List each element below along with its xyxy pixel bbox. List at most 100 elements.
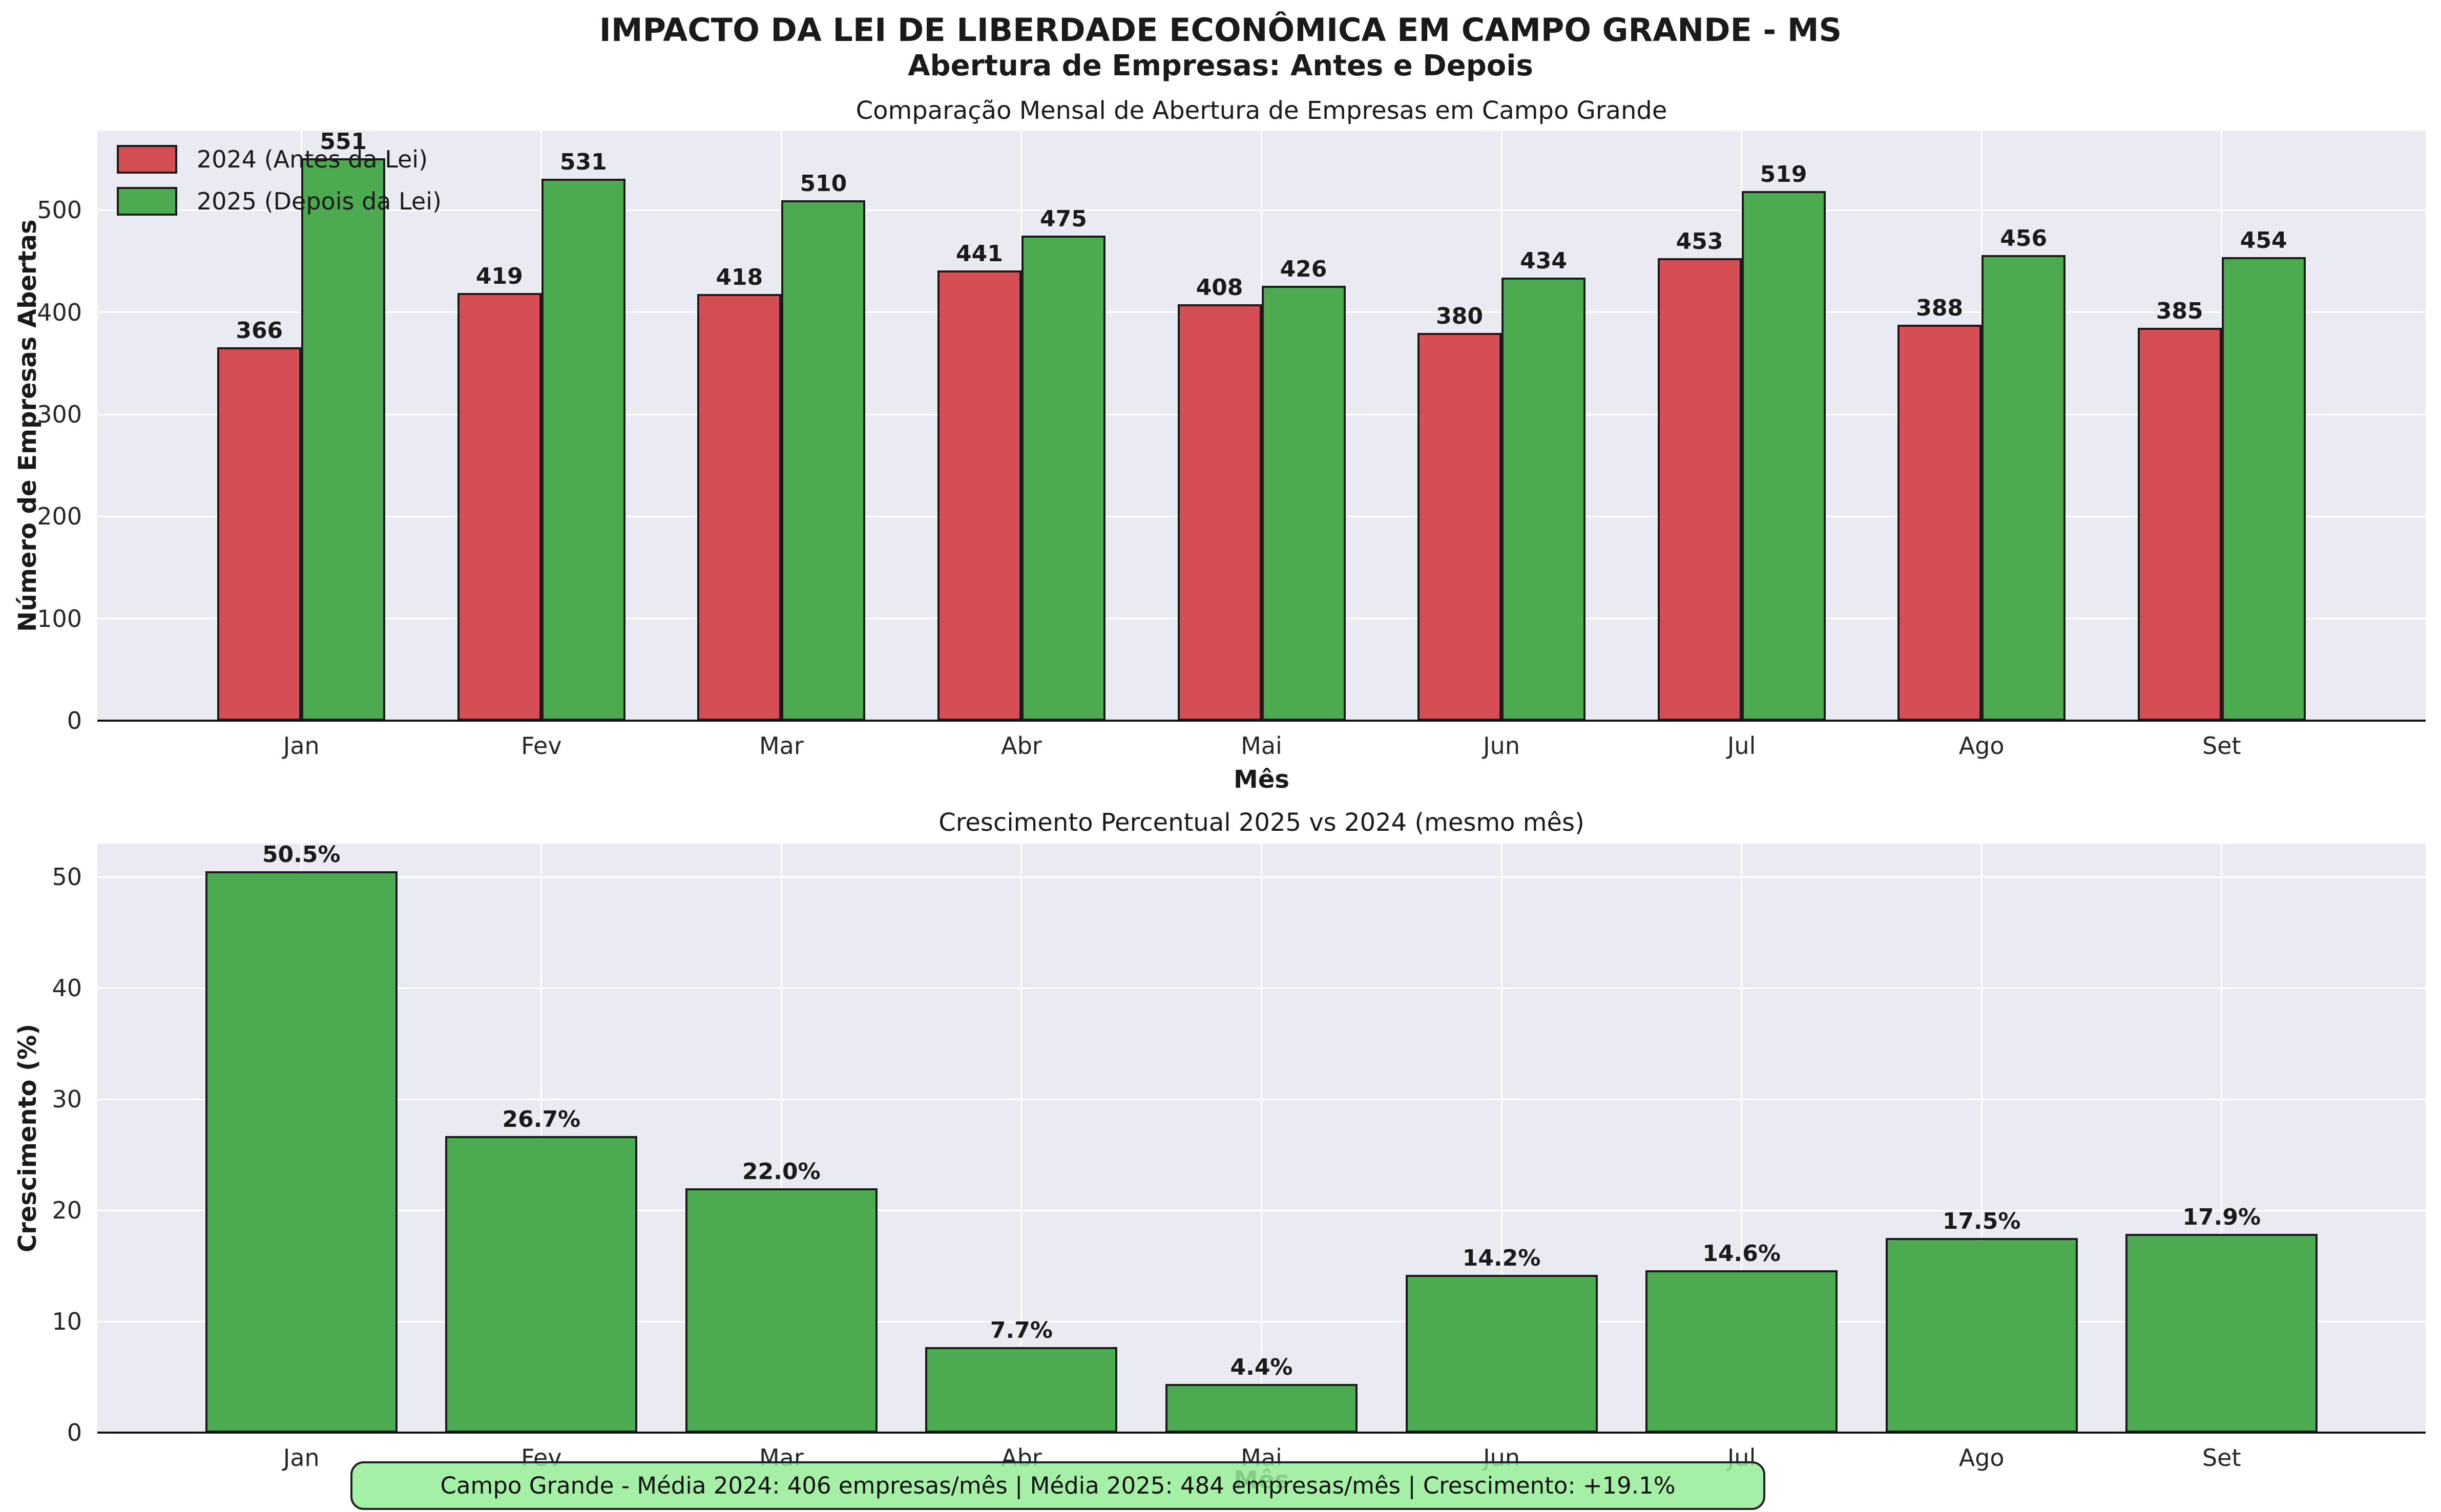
chart2-plot-area: Jan Fev Mar Abr Mai Jun Jul Ago Set 0 10 20 30 40 50 50… <box>52 842 2426 1472</box>
chart1-plot-area: Jan Fev Mar Abr Mai Jun Jul Ago Set 0 100 200 300 400… <box>37 128 2426 760</box>
chart1-y-tick-0: 0 <box>67 707 82 734</box>
chart1-bar-2024-Mar-label: 418 <box>716 264 763 290</box>
chart1-gridline-h-500 <box>97 209 2426 211</box>
chart1-bar-2025-Jan <box>301 158 386 721</box>
chart2-y-tick-0: 0 <box>67 1419 82 1446</box>
legend-label-2024: 2024 (Antes da Lei) <box>197 145 428 173</box>
chart2-x-tick-Ago: Ago <box>1958 1444 2005 1472</box>
chart1-x-tick-Abr: Abr <box>1001 732 1042 760</box>
chart1-bar-2025-Mar-label: 510 <box>800 170 847 197</box>
chart2-gridline-v-Ago <box>1980 844 1983 1433</box>
chart1-bar-2024-Set <box>2137 327 2222 721</box>
chart1-bar-2024-Jan-label: 366 <box>236 317 283 344</box>
chart1-bar-2024-Mar <box>697 293 782 721</box>
chart2-bar-Abr-label: 7.7% <box>990 1317 1053 1343</box>
chart1-bar-2025-Jul <box>1741 191 1826 721</box>
chart1-x-tick-Jan: Jan <box>283 732 320 760</box>
chart1-bar-2025-Jun-label: 434 <box>1520 248 1567 274</box>
chart2-gridline-h-50 <box>97 876 2426 878</box>
chart1-legend: 2024 (Antes da Lei) 2025 (Depois da Lei) <box>117 145 442 229</box>
chart1-bar-2025-Abr-label: 475 <box>1040 206 1087 233</box>
chart2-gridline-v-Mai <box>1261 844 1262 1433</box>
chart1-bar-2024-Jun-label: 380 <box>1436 303 1483 329</box>
chart2-y-tick-40: 40 <box>52 974 82 1002</box>
chart1-y-tick-200: 200 <box>37 502 82 531</box>
legend-item-2025: 2025 (Depois da Lei) <box>117 187 442 216</box>
chart2-y-tick-20: 20 <box>52 1196 82 1225</box>
chart1-bar-2024-Jul-label: 453 <box>1676 228 1723 255</box>
chart1-bar-2024-Jul <box>1657 258 1742 721</box>
chart2-gridline-v-Abr <box>1020 844 1023 1433</box>
chart1-bar-2024-Jun <box>1417 332 1502 721</box>
chart2-bar-Ago-label: 17.5% <box>1942 1208 2021 1235</box>
chart2-x-tick-Jan: Jan <box>283 1444 320 1472</box>
chart2-bar-Abr <box>925 1347 1118 1433</box>
chart2-bar-Mai <box>1165 1383 1358 1433</box>
chart1-x-tick-Jun: Jun <box>1483 732 1520 760</box>
chart1-bar-2024-Fev-label: 419 <box>475 263 523 289</box>
chart1-bar-2025-Mai <box>1261 285 1346 721</box>
chart1-bar-2024-Fev <box>457 292 541 721</box>
figure-title: IMPACTO DA LEI DE LIBERDADE ECONÔMICA EM… <box>599 11 1842 49</box>
chart1-bar-2024-Set-label: 385 <box>2156 298 2203 324</box>
chart1-bar-2024-Ago-label: 388 <box>1916 295 1964 321</box>
chart2-gridline-v-Jul <box>1741 844 1743 1433</box>
chart1-bar-2025-Mar <box>781 200 866 721</box>
chart2-gridline-h-40 <box>97 987 2426 989</box>
chart2-bar-Fev-label: 26.7% <box>502 1106 581 1132</box>
summary-annotation-box: Campo Grande - Média 2024: 406 empresas/… <box>350 1461 1765 1510</box>
chart1-bar-2025-Jun <box>1501 278 1586 721</box>
chart2-bar-Fev <box>445 1136 638 1433</box>
legend-swatch-2025 <box>117 187 177 216</box>
chart2-bar-Set <box>2125 1233 2318 1433</box>
chart1-bar-2025-Ago <box>1981 255 2066 721</box>
chart2-title: Crescimento Percentual 2025 vs 2024 (mes… <box>938 808 1584 837</box>
chart1-bar-2025-Jan-label: 551 <box>320 128 367 155</box>
legend-item-2024: 2024 (Antes da Lei) <box>117 145 442 174</box>
chart1-bar-2024-Jan <box>217 347 302 721</box>
chart2-bar-Jun-label: 14.2% <box>1462 1245 1541 1271</box>
chart2-gridline-h-30 <box>97 1098 2426 1100</box>
chart1-x-tick-Mar: Mar <box>759 732 804 760</box>
chart1-bar-2025-Set <box>2221 257 2306 721</box>
chart1-bar-2025-Abr <box>1021 236 1105 721</box>
chart2-y-tick-30: 30 <box>52 1085 82 1114</box>
chart2-bar-Mar-label: 22.0% <box>742 1158 821 1185</box>
chart1-x-tick-Mai: Mai <box>1241 732 1282 760</box>
chart1-x-tick-Jul: Jul <box>1727 732 1756 760</box>
chart2-gridline-v-Jun <box>1500 844 1503 1433</box>
chart1-bar-2024-Ago <box>1897 324 1982 721</box>
chart2-y-tick-50: 50 <box>52 863 82 891</box>
chart2-bar-Ago <box>1885 1238 2078 1433</box>
chart1-y-tick-400: 400 <box>37 298 82 326</box>
chart2-bar-Mar <box>685 1188 878 1433</box>
chart2-bar-Jan <box>205 871 398 1433</box>
chart1-y-tick-300: 300 <box>37 401 82 429</box>
chart1-bar-2025-Mai-label: 426 <box>1280 256 1327 282</box>
summary-annotation-text: Campo Grande - Média 2024: 406 empresas/… <box>440 1472 1676 1499</box>
chart2-x-axis-line <box>97 1432 2426 1434</box>
chart2-gridline-v-Set <box>2221 844 2223 1433</box>
chart1-bar-2024-Mai <box>1177 304 1262 721</box>
chart1-bar-2025-Fev <box>541 178 625 721</box>
legend-label-2025: 2025 (Depois da Lei) <box>197 187 442 215</box>
chart1-bar-2025-Set-label: 454 <box>2240 227 2287 254</box>
chart1-x-tick-Fev: Fev <box>521 732 562 760</box>
chart2-bar-Set-label: 17.9% <box>2182 1204 2261 1230</box>
chart2-gridline-h-10 <box>97 1320 2426 1322</box>
chart1-y-tick-500: 500 <box>37 196 82 224</box>
chart2-bar-Jun <box>1405 1274 1598 1433</box>
figure-subtitle: Abertura de Empresas: Antes e Depois <box>908 49 1533 82</box>
chart2-y-tick-10: 10 <box>52 1308 82 1336</box>
chart2-x-tick-Set: Set <box>2202 1444 2241 1472</box>
chart1-x-axis-line <box>97 720 2426 722</box>
chart2-bar-Mai-label: 4.4% <box>1230 1354 1293 1380</box>
chart1-bar-2025-Fev-label: 531 <box>559 149 607 175</box>
chart1-bar-2025-Jul-label: 519 <box>1760 161 1807 187</box>
chart1-title: Comparação Mensal de Abertura de Empresa… <box>856 96 1667 125</box>
chart2-bar-Jul <box>1645 1270 1838 1433</box>
legend-swatch-2024 <box>117 145 177 174</box>
chart2-bar-Jul-label: 14.6% <box>1702 1241 1781 1267</box>
chart1-x-tick-Set: Set <box>2202 732 2241 760</box>
